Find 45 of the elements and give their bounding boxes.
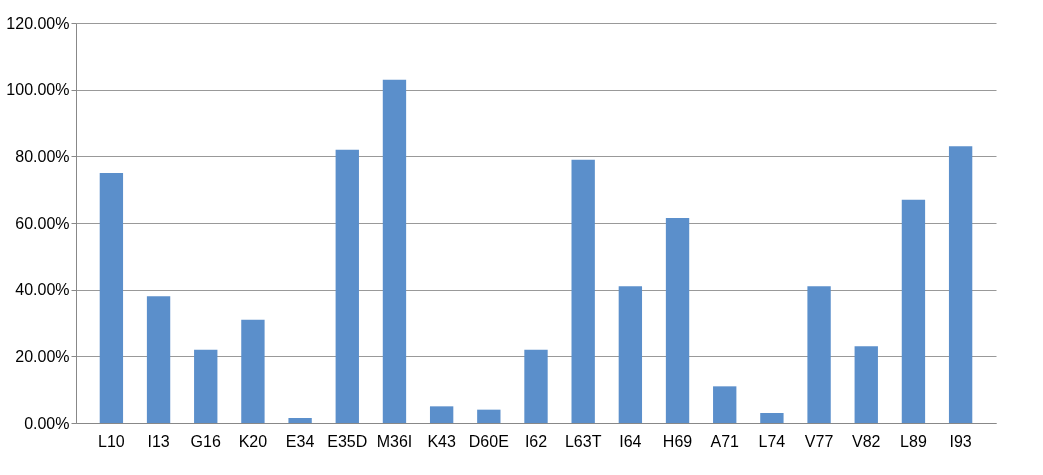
y-tick-label: 120.00% [6,14,70,32]
x-tick-label: H69 [662,432,693,450]
y-tick-label: 40.00% [15,281,70,299]
x-tick-label: L10 [98,432,125,450]
x-tick-label: I64 [619,432,642,450]
x-tick-label: E34 [285,432,315,450]
bar [382,79,407,423]
bar [665,218,690,423]
x-tick-label: K20 [238,432,268,450]
bar [948,146,973,423]
bar [335,149,359,423]
x-tick-label: V82 [852,432,881,450]
bar [901,199,926,423]
x-tick-label: K43 [427,432,456,450]
bar [241,319,265,423]
bar [713,386,737,423]
y-tick-label: 80.00% [15,147,70,165]
x-tick-label: I62 [524,432,548,450]
x-tick-label: A71 [710,432,740,450]
y-tick-label: 20.00% [15,347,70,365]
x-tick-label: G16 [190,432,221,450]
x-tick-label: L63T [564,432,602,450]
x-tick-label: E35D [327,432,368,450]
x-tick-label: I93 [949,432,972,450]
y-tick-label: 100.00% [6,81,70,99]
y-tick-label: 0.00% [24,414,70,432]
bar [807,286,831,423]
bar [854,346,878,423]
x-tick-label: I13 [147,432,170,450]
bar [477,409,501,423]
x-tick-label: L89 [900,432,927,450]
x-tick-label: V77 [804,432,834,450]
bar [194,349,218,423]
bar [429,406,454,423]
x-tick-label: M36I [376,432,413,450]
x-tick-label: L74 [758,432,786,450]
bar [99,173,124,423]
bar [288,418,312,423]
bar [760,413,784,423]
bar [618,286,643,423]
x-tick-label: D60E [468,432,509,450]
bar [571,159,595,423]
bar [524,349,548,423]
y-tick-label: 60.00% [15,214,70,232]
bar [146,296,171,423]
